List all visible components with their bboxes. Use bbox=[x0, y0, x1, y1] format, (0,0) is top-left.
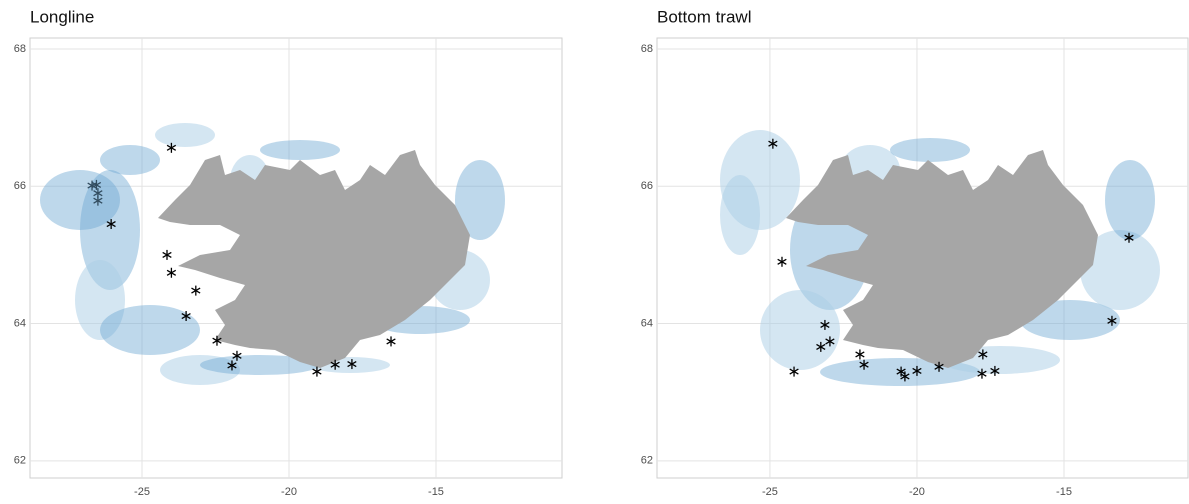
y-tick-label: 62 bbox=[641, 455, 653, 467]
density-area bbox=[100, 305, 200, 355]
point bbox=[191, 285, 201, 296]
point bbox=[227, 360, 237, 371]
point bbox=[91, 179, 102, 190]
point bbox=[934, 361, 944, 372]
x-tick-label: -15 bbox=[1056, 486, 1072, 498]
density-area bbox=[100, 145, 160, 175]
point bbox=[166, 142, 177, 153]
y-tick-label: 64 bbox=[14, 317, 26, 329]
x-tick-label: -20 bbox=[909, 486, 925, 498]
density-area bbox=[260, 140, 340, 160]
point bbox=[978, 349, 988, 360]
panel-frame bbox=[656, 37, 1189, 479]
point bbox=[347, 359, 357, 370]
y-tick-label: 68 bbox=[14, 43, 26, 55]
point bbox=[330, 359, 340, 370]
point bbox=[386, 336, 396, 347]
point bbox=[859, 359, 869, 370]
point bbox=[312, 366, 322, 377]
density-area bbox=[890, 138, 970, 162]
density-area bbox=[200, 355, 320, 375]
x-tick-label: -15 bbox=[428, 486, 444, 498]
density-area bbox=[75, 260, 125, 340]
point bbox=[181, 311, 191, 322]
point bbox=[93, 195, 103, 206]
chart-title: Bottom trawl bbox=[657, 7, 751, 26]
density-area bbox=[1105, 160, 1155, 240]
panel-frame bbox=[29, 37, 563, 479]
land bbox=[158, 150, 470, 368]
x-tick-label: -20 bbox=[281, 486, 297, 498]
chart-title: Longline bbox=[30, 7, 94, 26]
density-area bbox=[455, 160, 505, 240]
point bbox=[1124, 232, 1134, 243]
y-tick-label: 64 bbox=[641, 317, 653, 329]
point bbox=[912, 365, 922, 376]
point bbox=[106, 219, 116, 230]
point bbox=[820, 319, 830, 330]
density-area bbox=[80, 170, 140, 290]
density-area bbox=[720, 175, 760, 255]
point bbox=[900, 371, 910, 382]
panel: Bottom trawl 62 64 66 68 -25 -20 -15 bbox=[40, 7, 1189, 498]
panel: Longline 62 64 66 68 -25 -20 -15 bbox=[14, 7, 563, 498]
y-tick-label: 68 bbox=[641, 43, 653, 55]
x-tick-label: -25 bbox=[134, 486, 150, 498]
point bbox=[212, 335, 222, 346]
x-tick-label: -25 bbox=[762, 486, 778, 498]
point bbox=[777, 256, 787, 267]
density-area bbox=[760, 290, 840, 370]
point bbox=[855, 349, 865, 360]
density-area bbox=[160, 355, 240, 385]
point bbox=[789, 366, 799, 377]
point bbox=[1107, 315, 1117, 326]
point bbox=[825, 336, 835, 347]
y-tick-label: 66 bbox=[641, 180, 653, 192]
density-area bbox=[1080, 230, 1160, 310]
y-tick-label: 66 bbox=[14, 180, 26, 192]
point bbox=[162, 249, 172, 260]
point bbox=[768, 138, 778, 149]
point bbox=[990, 365, 1000, 376]
density-area bbox=[40, 170, 120, 230]
point bbox=[977, 368, 987, 379]
point bbox=[166, 267, 177, 278]
density-area bbox=[155, 123, 215, 147]
y-tick-label: 62 bbox=[14, 455, 26, 467]
point bbox=[816, 341, 826, 352]
point bbox=[232, 350, 242, 361]
